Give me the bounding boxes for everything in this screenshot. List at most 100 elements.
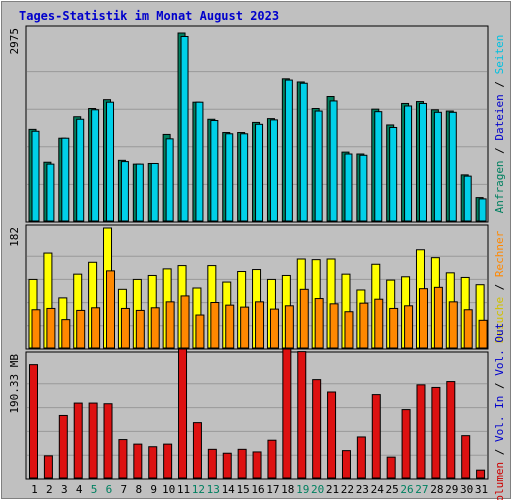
x-axis-day-labels: 1 2 3 4 5 6 7 8 9 10 11 12 13 14 15 16 17 18 19 20 21 22 23 24 2… [31,483,488,496]
bar-dateien [120,161,129,222]
bar-volumen [312,379,322,479]
x-tick-label: 30 [460,483,473,496]
x-tick-label: 4 [76,483,83,496]
x-tick-label: 3 [61,483,68,496]
legend-part: Rechner [493,230,506,277]
legend-bot: Volumen / Vol. In / Vol. Out [493,323,506,500]
bar-rechner [255,301,265,349]
bar-volumen [58,414,68,479]
x-tick-label: 6 [106,483,113,496]
bar-dateien [165,138,174,222]
bar-volumen [401,409,411,479]
bar-dateien [106,101,115,222]
bar-dateien [195,101,204,222]
y-max-label-mid: 182 [8,227,21,247]
legend-part: / [493,74,506,94]
y-max-label-top: 2975 [8,28,21,55]
bar-volumen [461,435,471,479]
x-tick-label: 26 [400,483,413,496]
bar-volumen [148,446,158,479]
bar-volumen [416,384,426,479]
bar-rechner [418,288,428,349]
bar-dateien [433,111,442,222]
x-tick-label: 16 [251,483,264,496]
x-tick-label: 22 [341,483,354,496]
bar-dateien [61,137,70,222]
x-tick-label: 1 [31,483,38,496]
legend-part: Besuche [493,297,506,343]
bar-rechner [210,302,220,349]
x-tick-label: 25 [386,483,399,496]
bar-volumen [431,386,441,479]
bar-volumen [267,439,277,479]
x-tick-label: 27 [415,483,428,496]
bar-rechner [76,309,86,349]
x-tick-label: 18 [281,483,294,496]
bar-rechner [389,307,399,349]
bar-volumen [446,381,456,479]
bar-dateien [269,119,278,222]
bar-dateien [463,175,472,222]
legend-part: Volumen [493,462,506,500]
bar-volumen [192,422,202,479]
bar-rechner [314,298,324,349]
bar-rechner [106,270,116,349]
right-side-legends: Anfragen / Dateien / Seiten Besuche / Rec… [493,35,506,500]
legend-part: Anfragen [493,160,506,213]
x-tick-label: 11 [177,483,190,496]
bar-volumen [88,402,98,479]
bar-dateien [225,133,234,222]
bar-dateien [389,126,398,222]
bar-rechner [180,295,190,349]
bar-rechner [433,286,443,349]
x-tick-label: 14 [222,483,236,496]
x-tick-label: 24 [371,483,385,496]
bar-rechner [284,305,294,349]
bar-rechner [240,306,250,349]
x-tick-label: 23 [356,483,369,496]
bar-dateien [448,111,457,222]
bar-rechner [448,301,458,349]
bar-rechner [91,307,101,349]
panel-volume: 190.33 MB [8,348,489,480]
bar-rechner [46,307,56,349]
bar-volumen [43,455,53,479]
legend-part: Vol. In [493,396,506,442]
x-tick-label: 17 [266,483,279,496]
legend-part: / [493,376,506,396]
x-tick-label: 7 [121,483,128,496]
bar-volumen [282,348,292,479]
x-tick-label: 15 [236,483,249,496]
bar-rechner [344,311,354,349]
bar-volumen [327,391,337,479]
bar-rechner [478,319,488,349]
bar-rechner [404,305,414,349]
bar-rechner [374,298,384,349]
bar-dateien [359,154,368,222]
bar-rechner [299,288,309,349]
bar-volumen [386,456,396,479]
x-tick-label: 10 [162,483,175,496]
bar-dateien [135,163,144,222]
x-tick-label: 5 [91,483,98,496]
bar-rechner [135,309,145,349]
bar-volumen [341,450,351,479]
bar-rechner [195,314,205,349]
x-tick-label: 31 [475,483,488,496]
bar-dateien [344,153,353,222]
bar-dateien [299,82,308,222]
bar-dateien [314,110,323,222]
bar-rechner [359,302,369,349]
bar-volumen [163,443,173,479]
legend-part: / [493,141,506,161]
bar-rechner [225,304,235,349]
bar-dateien [418,102,427,222]
bar-volumen [252,451,262,479]
legend-top: Anfragen / Dateien / Seiten [493,35,506,214]
bar-rechner [61,319,71,349]
bar-dateien [76,118,85,222]
bar-volumen [476,469,486,479]
bar-dateien [46,163,55,222]
